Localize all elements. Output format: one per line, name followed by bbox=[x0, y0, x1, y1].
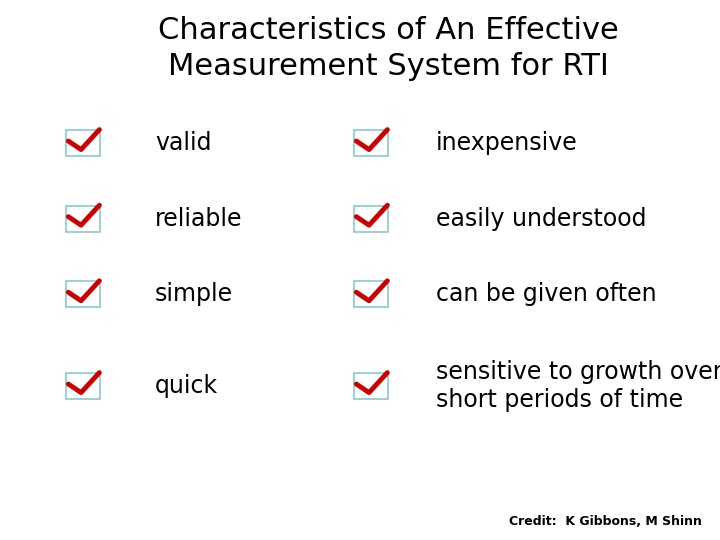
Text: sensitive to growth over
short periods of time: sensitive to growth over short periods o… bbox=[436, 360, 720, 413]
Text: reliable: reliable bbox=[155, 207, 243, 231]
Text: simple: simple bbox=[155, 282, 233, 306]
Text: valid: valid bbox=[155, 131, 211, 155]
Text: inexpensive: inexpensive bbox=[436, 131, 577, 155]
Text: can be given often: can be given often bbox=[436, 282, 656, 306]
Text: easily understood: easily understood bbox=[436, 207, 646, 231]
Text: Credit:  K Gibbons, M Shinn: Credit: K Gibbons, M Shinn bbox=[509, 515, 702, 528]
Text: quick: quick bbox=[155, 374, 218, 398]
Text: Characteristics of An Effective
Measurement System for RTI: Characteristics of An Effective Measurem… bbox=[158, 16, 619, 81]
